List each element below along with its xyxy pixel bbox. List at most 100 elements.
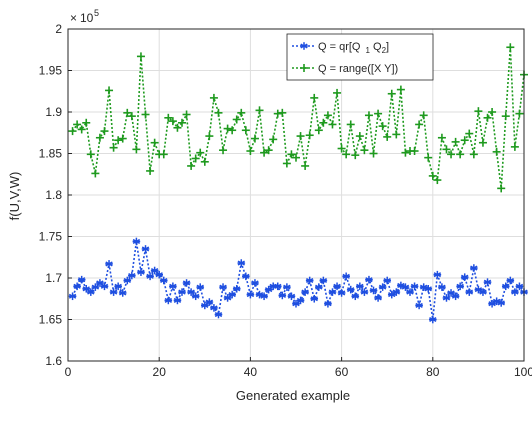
data-point [305, 131, 314, 140]
data-point [369, 286, 378, 295]
data-point [323, 111, 332, 120]
data-point [237, 259, 246, 267]
data-point [501, 282, 510, 291]
legend-label-qr-sub1: 1 [366, 46, 371, 55]
data-point [378, 283, 387, 291]
data-point [396, 85, 405, 94]
data-point [492, 147, 501, 156]
data-point [146, 166, 155, 175]
data-point [178, 118, 186, 127]
data-point [438, 283, 446, 291]
data-point [387, 290, 396, 299]
data-point [501, 112, 510, 121]
data-point [264, 146, 273, 155]
y-tick-label: 1.8 [45, 188, 62, 202]
data-point [164, 113, 173, 122]
data-point [96, 279, 104, 287]
data-point [73, 282, 81, 291]
y-axis-label: f(U,V,W) [7, 172, 22, 221]
data-point [132, 145, 141, 154]
data-point [515, 282, 524, 291]
data-point [364, 111, 373, 120]
data-point [292, 153, 300, 162]
x-axis-ticks: 0 20 40 60 80 100 [65, 357, 532, 379]
data-point [360, 146, 369, 155]
data-point [410, 282, 419, 291]
series-line [71, 241, 525, 320]
data-point [346, 285, 355, 294]
data-point [488, 299, 496, 308]
data-point [278, 291, 287, 300]
data-point [159, 150, 168, 159]
data-point [214, 108, 223, 117]
data-point [191, 292, 200, 301]
data-point [209, 93, 218, 102]
data-point [242, 272, 250, 281]
data-point [506, 276, 515, 285]
data-point [109, 143, 118, 152]
data-point [328, 288, 337, 296]
data-point [424, 153, 433, 162]
data-point [301, 288, 309, 296]
data-point [173, 296, 182, 305]
data-point [292, 299, 300, 308]
data-point [333, 282, 341, 291]
legend-box [286, 33, 434, 81]
data-point [469, 150, 478, 159]
data-point [118, 289, 127, 297]
data-point [68, 292, 77, 301]
data-point [118, 134, 127, 143]
x-tick-label: 0 [65, 365, 72, 379]
y-tick-label: 1.6 [45, 354, 62, 368]
y-tick-label: 1.95 [39, 64, 63, 78]
data-point [283, 283, 291, 291]
y-exponent-base: 10 [80, 11, 94, 25]
data-point [497, 299, 505, 307]
data-point [223, 124, 232, 133]
data-point [205, 298, 214, 306]
data-point [510, 142, 519, 151]
y-tick-label: 2 [55, 22, 62, 36]
data-point [483, 278, 492, 286]
data-point [228, 126, 237, 135]
data-point [260, 292, 268, 301]
data-point [328, 120, 337, 129]
data-point [287, 150, 296, 159]
x-axis-label: Generated example [236, 388, 350, 403]
data-point [451, 137, 460, 146]
data-point [337, 289, 346, 297]
data-point [447, 150, 456, 159]
legend-marker-qr [300, 42, 308, 50]
data-point [232, 115, 241, 124]
data-point [315, 283, 323, 291]
data-point [515, 109, 524, 118]
data-point [428, 171, 437, 180]
data-point [470, 264, 478, 272]
data-point [100, 127, 109, 136]
data-point [91, 283, 100, 291]
data-point [182, 279, 191, 287]
data-point [314, 126, 323, 135]
data-point [282, 159, 291, 168]
data-point [82, 118, 91, 127]
data-point [310, 93, 319, 102]
data-point [433, 270, 442, 279]
data-point [200, 157, 209, 166]
data-point [310, 294, 319, 303]
data-point [465, 288, 474, 296]
data-point [460, 273, 469, 281]
data-point [374, 294, 382, 302]
data-point [150, 138, 159, 147]
data-point [127, 112, 136, 121]
data-point [356, 282, 364, 291]
data-point [319, 276, 328, 285]
data-point [433, 176, 442, 185]
data-point [264, 285, 273, 294]
data-point [210, 304, 218, 312]
data-point [219, 283, 227, 291]
data-point [351, 151, 360, 160]
data-point [301, 161, 310, 170]
data-point [100, 282, 109, 291]
data-point [246, 147, 255, 156]
data-point [483, 113, 492, 122]
